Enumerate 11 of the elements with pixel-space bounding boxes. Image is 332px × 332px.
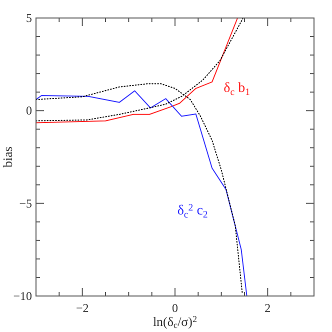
y-tick-label: 5: [26, 11, 32, 25]
y-tick-label: −5: [19, 196, 32, 210]
x-tick-label: −2: [76, 301, 89, 315]
y-tick-label: −10: [13, 289, 32, 303]
x-axis-title: ln(δ$_{c}$/σ)$^{2}$: [152, 314, 198, 330]
y-tick-label: 0: [26, 104, 32, 118]
x-tick-label: 2: [264, 301, 271, 315]
y-axis-title: bias: [0, 146, 15, 168]
x-tick-label: 0: [172, 301, 178, 315]
series-label: δ$_{c}$$^{2}$ c$_{2}$: [177, 202, 208, 220]
series-label: δ$_{c}$ b$_{1}$: [224, 81, 250, 98]
